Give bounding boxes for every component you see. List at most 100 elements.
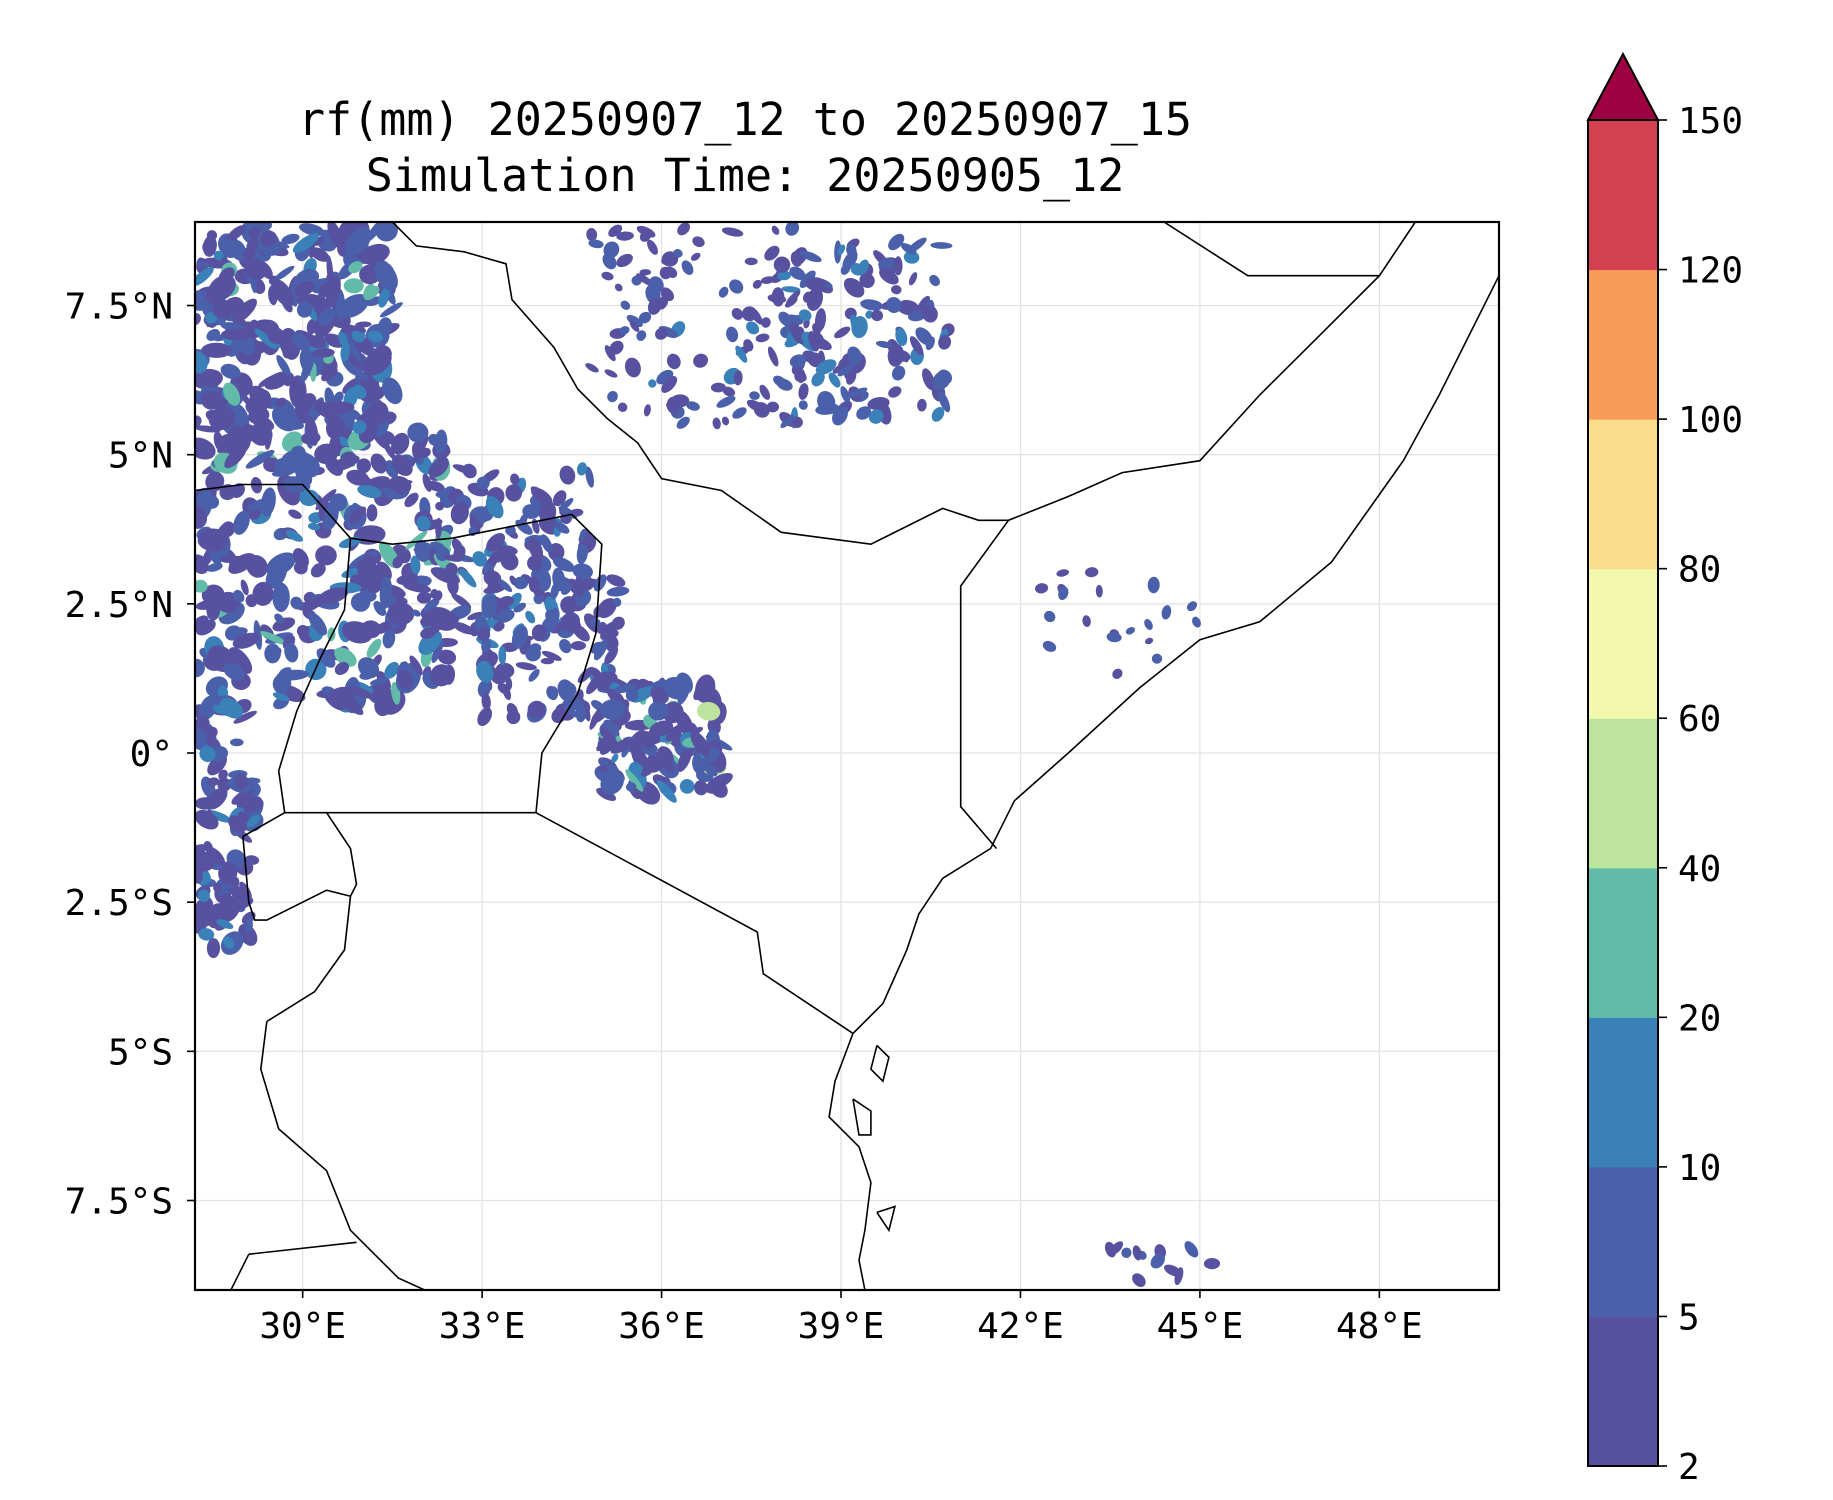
rainfall-blob <box>284 642 299 663</box>
rainfall-blob <box>718 286 729 298</box>
rainfall-blob <box>197 528 229 552</box>
rainfall-blob <box>540 657 555 665</box>
rainfall-blob <box>346 469 370 486</box>
rainfall-blob <box>722 386 736 397</box>
rainfall-blob <box>351 330 365 343</box>
rainfall-blob <box>210 552 222 567</box>
rainfall-blob <box>731 307 744 320</box>
rainfall-blob <box>367 330 384 343</box>
rainfall-blob <box>655 327 668 340</box>
rainfall-blob <box>1042 640 1057 652</box>
y-tick-label: 2.5°N <box>65 585 173 626</box>
rainfall-blob <box>525 646 541 662</box>
rainfall-blob <box>1058 586 1069 601</box>
rainfall-blob <box>213 280 231 298</box>
rainfall-blob <box>428 457 449 478</box>
rainfall-blob <box>807 352 823 368</box>
rainfall-blob <box>789 321 805 345</box>
rainfall-blob <box>299 489 319 507</box>
country-borders <box>195 222 1499 1290</box>
rainfall-blob <box>230 738 244 747</box>
rainfall-blob <box>721 227 744 237</box>
border-line <box>535 811 854 1035</box>
rainfall-blob <box>814 308 827 332</box>
rainfall-blob <box>206 938 221 959</box>
rainfall-blob <box>505 484 523 502</box>
rainfall-blob <box>922 368 935 391</box>
rainfall-blob <box>593 574 607 592</box>
rainfall-blob <box>1151 653 1163 664</box>
rainfall-blob <box>525 610 536 624</box>
rainfall-blob <box>559 465 576 485</box>
rainfall-blob <box>477 628 491 642</box>
rainfall-blob <box>588 239 604 249</box>
rainfall-blob <box>515 662 537 671</box>
rainfall-blob <box>407 422 429 443</box>
rainfall-blob <box>291 332 310 352</box>
rainfall-blob <box>760 276 775 284</box>
rainfall-blob <box>846 243 857 258</box>
rainfall-blob <box>846 370 857 385</box>
rainfall-blob <box>281 233 300 245</box>
rainfall-blob <box>493 621 505 632</box>
rainfall-blob <box>357 657 380 679</box>
rainfall-blob <box>721 416 730 426</box>
rainfall-blob <box>409 655 423 676</box>
rainfall-blob <box>799 270 816 288</box>
rainfall-blob <box>391 454 413 476</box>
rainfall-blob <box>777 270 791 281</box>
rainfall-blob <box>357 559 383 588</box>
rainfall-blob <box>260 230 277 247</box>
rainfall-blob <box>348 261 363 274</box>
rainfall-blob <box>414 540 431 562</box>
rainfall-blob <box>570 640 586 651</box>
rainfall-blob <box>790 251 803 267</box>
rainfall-blob <box>586 228 598 242</box>
rainfall-blob <box>660 287 674 302</box>
rainfall-blob <box>293 281 315 297</box>
rainfall-blob <box>610 738 632 754</box>
rainfall-blob <box>1174 1267 1184 1286</box>
rainfall-blob <box>590 641 604 654</box>
rainfall-blob <box>248 407 270 425</box>
border-line <box>959 519 1010 850</box>
rainfall-blob <box>240 579 249 596</box>
border-line <box>535 513 603 813</box>
rainfall-blob <box>369 681 389 701</box>
rainfall-blob <box>272 692 290 702</box>
rainfall-blob <box>576 542 589 565</box>
rainfall-blob <box>352 384 367 400</box>
rainfall-blob <box>500 552 519 571</box>
rainfall-blob <box>916 295 930 313</box>
rainfall-blob <box>540 534 553 553</box>
rainfall-blob <box>510 473 520 485</box>
colorbar-tick-label: 2 <box>1678 1447 1700 1488</box>
rainfall-blob <box>405 530 428 550</box>
rainfall-blob <box>789 354 807 368</box>
rainfall-blob <box>296 624 310 638</box>
rainfall-blob <box>195 437 216 460</box>
rainfall-blob <box>626 314 643 328</box>
rainfall-blob <box>437 649 457 665</box>
rainfall-blob <box>228 553 256 574</box>
rainfall-blob <box>232 298 258 324</box>
rainfall-blob <box>450 501 469 525</box>
colorbar-segment <box>1588 867 1658 1018</box>
rainfall-blob <box>201 342 233 358</box>
rainfall-blob <box>293 561 308 575</box>
rainfall-blob <box>676 416 690 429</box>
rainfall-blob <box>300 353 315 383</box>
rainfall-blob <box>338 293 369 318</box>
rainfall-blob <box>345 226 372 256</box>
rainfall-blob <box>195 368 223 390</box>
rainfall-blob <box>815 403 840 415</box>
map-frame <box>193 220 1501 1292</box>
rainfall-blob <box>213 250 224 261</box>
rainfall-blob <box>459 568 477 588</box>
y-tick-label: 0° <box>130 734 173 775</box>
rainfall-blob <box>606 574 626 587</box>
rainfall-blob <box>528 537 544 561</box>
rainfall-blob <box>604 345 616 362</box>
rainfall-blob <box>527 700 546 719</box>
colorbar-tick-label: 150 <box>1678 101 1743 142</box>
